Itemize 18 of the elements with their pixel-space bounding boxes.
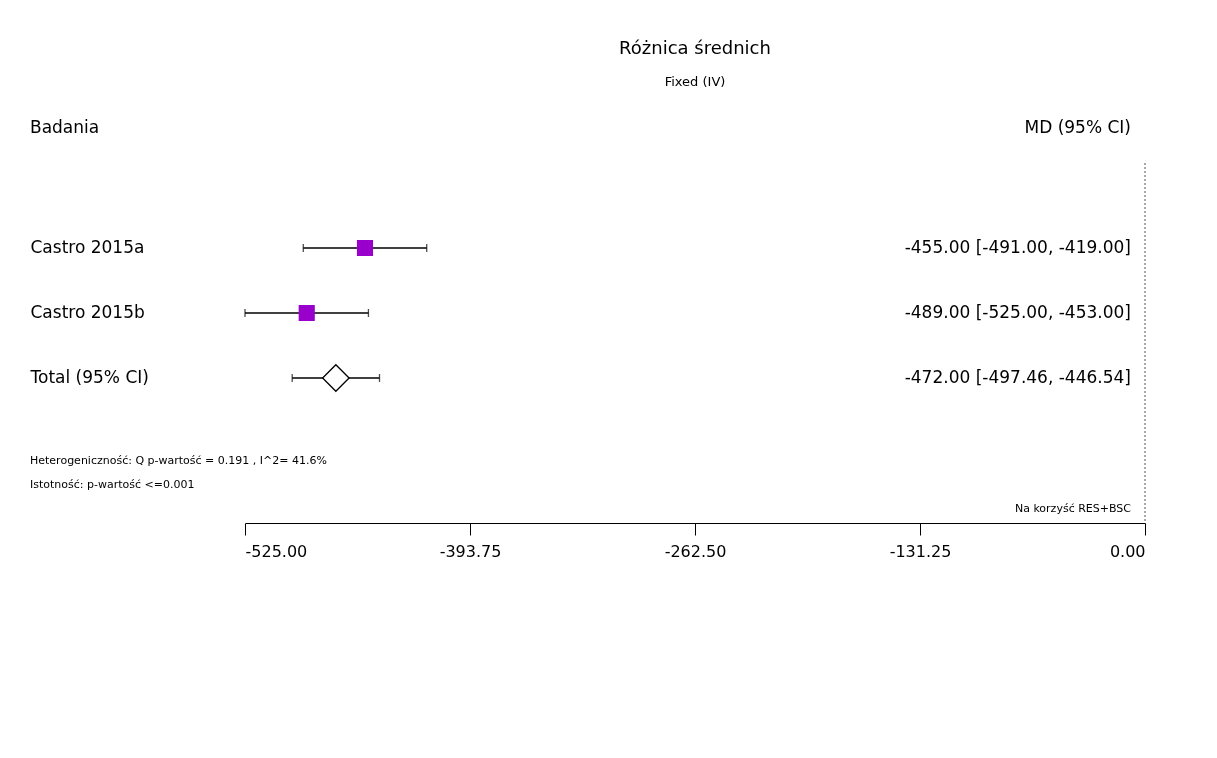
text: MD (95% CI) (1024, 117, 1131, 137)
annotation: -489.00 [-525.00, -453.00] (904, 302, 1131, 322)
x-tick-label: -262.50 (664, 541, 727, 561)
y-tick-label: Castro 2015a (30, 237, 145, 257)
annotation: -455.00 [-491.00, -419.00] (904, 237, 1131, 257)
x-tick-label: -131.25 (889, 541, 952, 561)
x-tick-label: -525.00 (245, 541, 308, 561)
text: Badania (30, 117, 100, 137)
y-tick-label: Castro 2015b (30, 302, 145, 322)
text: Heterogeniczność: Q p-wartość = 0.191 , I^2= 41.6% (30, 454, 327, 467)
annotation: -472.00 [-497.46, -446.54] (904, 367, 1131, 387)
y-tick-label: Total (95% CI) (29, 367, 149, 387)
chart-title: Różnica średnich (619, 37, 771, 58)
x-tick-label: -393.75 (439, 541, 502, 561)
text: Istotność: p-wartość <=0.001 (30, 478, 195, 491)
chart-subtitle: Fixed (IV) (664, 74, 726, 89)
text: Na korzyść RES+BSC (1014, 502, 1132, 515)
x-tick-label: 0.00 (1109, 541, 1146, 561)
